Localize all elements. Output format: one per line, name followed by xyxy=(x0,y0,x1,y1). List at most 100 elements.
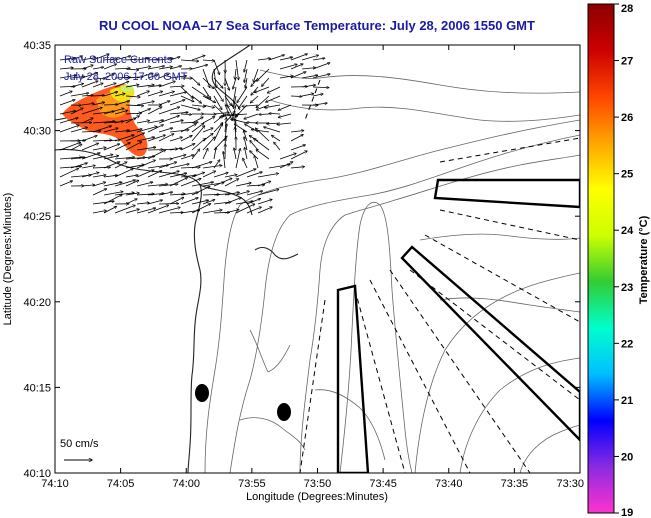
current-vector xyxy=(180,114,192,115)
current-vector xyxy=(169,173,187,178)
current-vector xyxy=(103,59,117,60)
y-tick-label: 40:25 xyxy=(23,211,51,223)
current-vector xyxy=(158,67,172,70)
current-vector xyxy=(242,105,259,106)
current-vector xyxy=(257,68,270,81)
current-vector xyxy=(169,178,187,187)
current-vector xyxy=(191,117,203,124)
current-vector xyxy=(244,131,248,142)
current-vector xyxy=(125,85,139,88)
current-vector xyxy=(103,128,118,133)
current-vector xyxy=(92,54,109,61)
current-vector xyxy=(59,91,72,97)
current-vector xyxy=(70,56,82,61)
current-vector xyxy=(147,85,161,88)
current-vector xyxy=(92,167,110,168)
colorbar-label: Temperature (°C) xyxy=(638,215,650,304)
current-vector xyxy=(92,95,104,96)
current-vector xyxy=(114,180,135,187)
current-vector xyxy=(264,127,281,133)
current-vector xyxy=(290,72,306,79)
current-vector xyxy=(277,122,292,125)
current-vector xyxy=(312,63,330,70)
current-vector xyxy=(169,57,180,61)
current-vector xyxy=(147,165,169,169)
current-vector xyxy=(202,68,210,88)
current-vector xyxy=(114,77,131,78)
current-vector xyxy=(81,153,100,160)
current-vector xyxy=(312,87,329,88)
current-vector xyxy=(202,165,222,169)
current-vector xyxy=(269,113,281,114)
current-vector xyxy=(114,135,134,142)
current-vector xyxy=(136,67,151,70)
current-vector xyxy=(70,127,88,133)
current-vector xyxy=(224,77,229,90)
y-axis: 40:35 40:30 40:25 40:20 40:15 40:10 xyxy=(23,40,580,480)
current-vector xyxy=(59,125,79,133)
current-vector xyxy=(191,139,205,151)
current-vector xyxy=(81,73,97,79)
current-vector xyxy=(92,175,106,178)
y-tick-label: 40:30 xyxy=(23,126,51,138)
current-vector xyxy=(213,77,223,88)
current-vector xyxy=(70,144,82,151)
current-vector xyxy=(125,199,137,205)
current-vector xyxy=(114,143,130,151)
current-vector xyxy=(158,134,174,142)
current-vector xyxy=(169,137,182,142)
currents-time: July 28, 2006 17:00 GMT xyxy=(64,71,188,83)
current-vector xyxy=(103,195,122,205)
current-vector xyxy=(169,130,189,133)
current-vector xyxy=(114,193,134,196)
current-vector xyxy=(114,56,131,61)
current-vector xyxy=(169,76,187,79)
current-vector xyxy=(180,175,196,178)
current-vector xyxy=(180,192,198,196)
current-vector xyxy=(191,172,204,178)
colorbar-tick-label: 21 xyxy=(621,395,633,407)
current-vector xyxy=(125,180,139,187)
current-vector xyxy=(262,77,270,86)
current-vector xyxy=(125,105,144,106)
current-vector xyxy=(279,162,293,169)
current-vector xyxy=(234,95,237,108)
colorbar-gradient xyxy=(587,3,615,514)
current-vector xyxy=(70,93,89,97)
current-vector xyxy=(180,167,200,168)
current-vector xyxy=(244,59,248,72)
current-vector xyxy=(81,136,97,142)
current-vector xyxy=(125,175,138,178)
current-vector xyxy=(59,68,73,69)
current-vector xyxy=(191,123,204,133)
current-vector xyxy=(136,85,154,88)
current-vector xyxy=(191,204,211,214)
current-vector xyxy=(202,128,213,133)
current-vector xyxy=(180,122,198,123)
current-vector xyxy=(213,104,226,116)
current-vector xyxy=(92,83,103,88)
current-vector xyxy=(312,58,325,61)
current-vector xyxy=(244,68,248,82)
current-vector xyxy=(147,200,162,205)
current-vector xyxy=(290,151,307,160)
current-vector xyxy=(147,107,162,115)
current-vector xyxy=(92,155,113,160)
current-vector xyxy=(213,160,220,169)
current-vector xyxy=(243,158,248,169)
current-vector xyxy=(169,212,183,213)
current-vector xyxy=(180,155,194,160)
colorbar-tick-label: 26 xyxy=(621,112,633,124)
current-vector xyxy=(158,58,173,61)
current-vector xyxy=(245,77,248,88)
x-tick-label: 73:40 xyxy=(435,478,463,490)
colorbar-tick-label: 25 xyxy=(621,169,633,181)
current-vector xyxy=(136,73,153,79)
current-vector xyxy=(125,116,139,124)
current-vector xyxy=(279,64,297,70)
current-vector xyxy=(191,86,208,98)
current-vector xyxy=(136,91,149,97)
current-vector xyxy=(81,166,95,169)
current-vector xyxy=(235,59,239,80)
current-vector xyxy=(158,74,169,79)
